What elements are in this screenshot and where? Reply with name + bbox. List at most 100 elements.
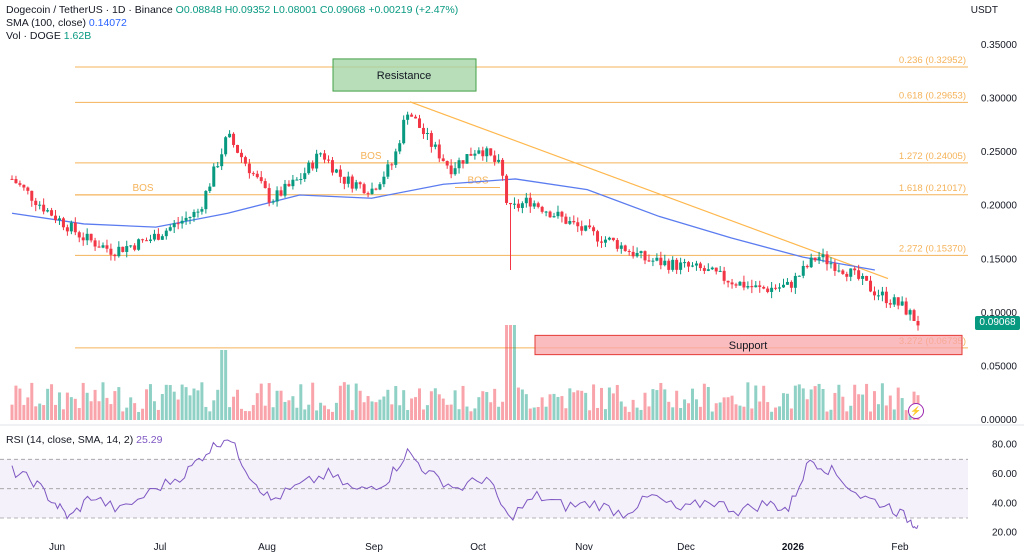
candle-body [647,260,651,262]
candle-body [69,222,73,232]
volume-bar [619,401,623,420]
candle-body [588,225,592,228]
volume-bar [441,398,445,420]
volume-bar [746,382,750,420]
candle-body [880,291,884,296]
volume-bar [394,386,398,420]
volume-bar [532,407,536,420]
volume-bar [556,396,560,420]
volume-bar [382,396,386,420]
volume-bar [643,392,647,420]
volume-bar [176,399,180,420]
rsi-legend: RSI (14, close, SMA, 14, 2) 25.29 [6,434,162,446]
candle-body [671,259,675,270]
candle-body [789,281,793,288]
candle-body [77,232,81,238]
candle-body [774,287,778,289]
volume-bar [552,393,556,420]
candle-body [892,297,896,305]
candle-body [683,262,687,264]
volume-bar [243,411,247,420]
candle-body [904,301,908,315]
volume-bar [180,384,184,420]
volume-bar [57,392,61,420]
volume-bar [437,394,441,420]
candle-body [255,173,259,178]
volume-bar [421,409,425,420]
lightning-icon[interactable]: ⚡ [908,403,924,419]
volume-bar [200,382,204,420]
candle-body [805,265,809,268]
candle-body [421,127,425,135]
candle-body [180,220,184,224]
fib-level-label: 1.618 (0.21017) [899,183,966,194]
y-tick-label: 0.00000 [981,415,1018,426]
candle-body [267,188,271,203]
volume-bar [742,406,746,420]
candle-body [145,240,149,242]
ohlc-values: O0.08848 H0.09352 L0.08001 C0.09068 +0.0… [175,4,459,16]
candle-body [271,201,275,203]
volume-bar [762,385,766,420]
volume-bar [785,393,789,420]
candle-body [599,241,603,243]
volume-bar [817,383,821,420]
volume-bar [781,393,785,420]
candle-body [192,211,196,217]
y-tick-label: 0.05000 [981,361,1018,372]
x-tick-label: Aug [258,542,276,553]
candle-body [817,257,821,261]
candle-body [311,162,315,169]
x-tick-label: Feb [891,542,909,553]
volume-bar [564,408,568,420]
volume-bar [208,411,212,420]
volume-bar [204,406,208,420]
sma-legend: SMA (100, close) 0.14072 [6,17,127,29]
fib-level-label: 0.236 (0.32952) [899,55,966,66]
candle-body [718,270,722,272]
volume-bar [220,350,224,420]
volume-bar [631,399,635,420]
last-price-tag: 0.09068 [975,316,1020,330]
candle-body [283,183,287,196]
candle-body [105,245,109,249]
volume-bar [319,402,323,420]
x-tick-label: Dec [677,542,695,553]
y-tick-label: 0.10000 [981,308,1018,319]
candle-body [762,286,766,289]
candle-body [410,114,414,117]
volume-bar [164,384,168,420]
candle-body [65,227,69,232]
volume-bar [706,387,710,420]
volume-bar [445,404,449,420]
candle-body [611,237,615,241]
volume-bar [141,408,145,420]
candle-body [433,144,437,147]
candle-body [382,176,386,185]
volume-bar [667,401,671,420]
candle-body [414,116,418,119]
candle-body [465,154,469,164]
volume-bar [841,396,845,420]
volume-bar [145,389,149,420]
candle-body [350,176,354,189]
candle-body [10,178,14,180]
fib-level-label: 2.272 (0.15370) [899,243,966,254]
volume-bar [671,407,675,420]
fib-level-label: 1.272 (0.24005) [899,151,966,162]
candle-body [61,218,65,228]
candle-body [263,181,267,189]
candle-body [109,248,113,255]
volume-bar [259,383,263,420]
candle-body [754,285,758,288]
candle-body [698,263,702,269]
y-tick-label: 0.30000 [981,94,1018,105]
volume-bar [505,325,509,420]
candle-body [204,191,208,210]
candle-body [872,291,876,296]
candle-body [738,281,742,286]
candle-body [212,166,216,187]
volume-bar [334,402,338,420]
volume-bar [647,406,651,420]
